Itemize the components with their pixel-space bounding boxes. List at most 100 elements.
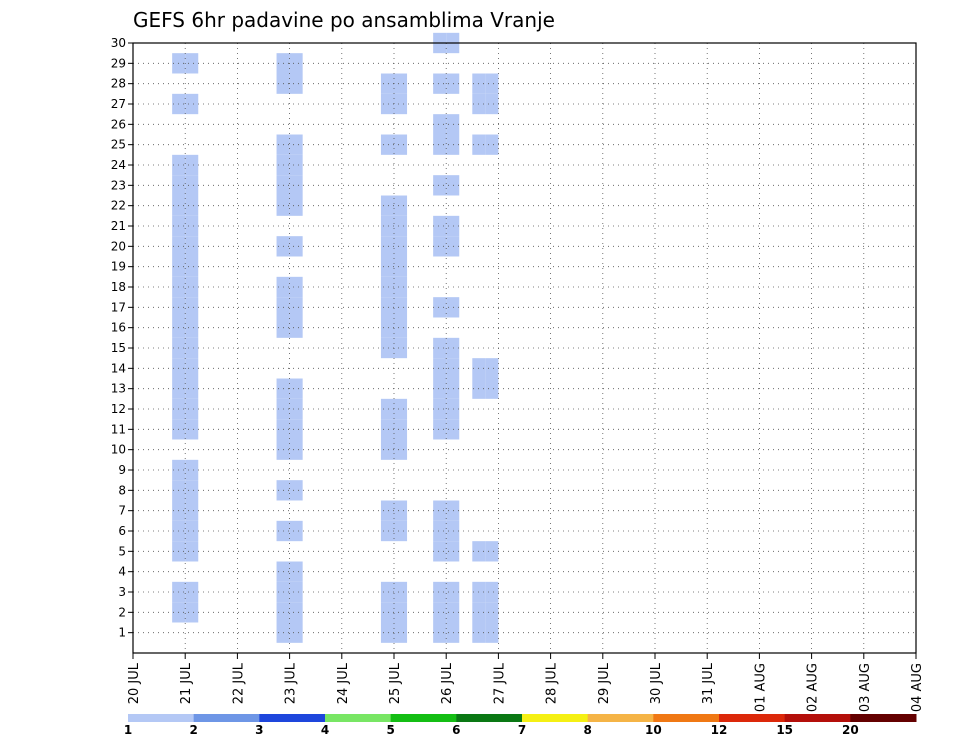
x-tick-label: 25 JUL: [388, 662, 403, 704]
heatmap-cell: [380, 439, 394, 460]
x-tick-label: 03 AUG: [858, 663, 873, 712]
heatmap-cell: [289, 154, 303, 176]
heatmap-cell: [394, 256, 408, 277]
heatmap-cell: [394, 337, 408, 359]
heatmap-cell: [446, 73, 460, 94]
heatmap-cell: [185, 297, 199, 318]
heatmap-cell: [185, 175, 199, 196]
heatmap-cell: [446, 622, 460, 643]
heatmap-cell: [485, 73, 499, 94]
heatmap-cell: [394, 581, 408, 603]
legend-level-label: 1: [124, 723, 132, 737]
heatmap-cell: [433, 622, 447, 643]
x-tick-label: 30 JUL: [649, 662, 664, 704]
heatmap-cell: [289, 581, 303, 603]
heatmap-cell: [185, 520, 199, 542]
x-tick-label: 28 JUL: [545, 662, 560, 704]
y-axis-ticks: 1234567891011121314151617181920212223242…: [111, 36, 133, 640]
y-tick-label: 27: [111, 97, 126, 111]
legend-level-label: 7: [518, 723, 526, 737]
heatmap-cell: [185, 581, 199, 603]
y-tick-label: 24: [111, 158, 126, 172]
x-tick-label: 31 JUL: [701, 662, 716, 704]
heatmap-cell: [446, 500, 460, 521]
heatmap-cell: [380, 134, 394, 155]
heatmap-cell: [380, 500, 394, 521]
heatmap-cell: [433, 378, 447, 399]
heatmap-cell: [185, 256, 199, 277]
heatmap-cell: [485, 622, 499, 643]
heatmap-cell: [394, 134, 408, 155]
heatmap-cell: [394, 398, 408, 420]
x-tick-label: 23 JUL: [284, 662, 299, 704]
legend-swatch: [784, 714, 851, 722]
heatmap-cell: [380, 215, 394, 237]
heatmap-cell: [380, 73, 394, 94]
legend-swatch: [193, 714, 260, 722]
heatmap-cell: [380, 317, 394, 338]
heatmap-cell: [446, 520, 460, 542]
y-tick-label: 25: [111, 138, 126, 152]
heatmap-cell: [446, 358, 460, 379]
y-tick-label: 6: [118, 524, 126, 538]
heatmap-cell: [289, 276, 303, 298]
heatmap-cell: [185, 459, 199, 481]
y-tick-label: 8: [118, 483, 126, 497]
heatmap-cell: [289, 378, 303, 399]
y-tick-label: 4: [118, 565, 126, 579]
legend-swatch: [325, 714, 392, 722]
y-tick-label: 11: [111, 422, 126, 436]
heatmap-cell: [433, 114, 447, 135]
heatmap-cell: [394, 439, 408, 460]
heatmap-cell: [380, 398, 394, 420]
heatmap-cell: [185, 541, 199, 562]
heatmap-cell: [446, 419, 460, 440]
heatmap-cell: [446, 378, 460, 399]
heatmap-cell: [394, 500, 408, 521]
heatmap-cell: [289, 602, 303, 623]
heatmap-cell: [446, 215, 460, 237]
x-tick-label: 27 JUL: [492, 662, 507, 704]
y-tick-label: 14: [111, 361, 126, 375]
legend-level-label: 10: [645, 723, 662, 737]
heatmap-cell: [433, 500, 447, 521]
heatmap-cell: [433, 541, 447, 562]
heatmap-cell: [446, 175, 460, 196]
legend-level-label: 20: [842, 723, 859, 737]
heatmap-cell: [289, 195, 303, 216]
y-tick-label: 21: [111, 219, 126, 233]
y-tick-label: 12: [111, 402, 126, 416]
heatmap-cell: [394, 236, 408, 257]
heatmap-cell: [394, 317, 408, 338]
heatmap-cell: [446, 236, 460, 257]
heatmap-cell: [289, 317, 303, 338]
heatmap-cell: [289, 73, 303, 94]
heatmap-cell: [380, 297, 394, 318]
y-tick-label: 15: [111, 341, 126, 355]
heatmap-cell: [446, 602, 460, 623]
x-tick-label: 29 JUL: [597, 662, 612, 704]
heatmap-cell: [394, 93, 408, 115]
heatmap-cell: [289, 520, 303, 542]
heatmap-cell: [185, 276, 199, 298]
heatmap-cell: [394, 419, 408, 440]
heatmap-cell: [289, 419, 303, 440]
x-tick-label: 24 JUL: [336, 662, 351, 704]
y-tick-label: 23: [111, 178, 126, 192]
heatmap-cell: [446, 398, 460, 420]
heatmap-cell: [433, 520, 447, 542]
heatmap-cell: [433, 297, 447, 318]
grid-lines: [132, 42, 917, 653]
heatmap-cell: [289, 622, 303, 643]
heatmap-cell: [394, 215, 408, 237]
heatmap-cell: [433, 602, 447, 623]
y-tick-label: 20: [111, 239, 126, 253]
legend-swatch: [653, 714, 720, 722]
x-tick-label: 02 AUG: [806, 663, 821, 712]
x-tick-label: 04 AUG: [910, 663, 925, 712]
heatmap-cell: [433, 581, 447, 603]
y-tick-label: 22: [111, 199, 126, 213]
heatmap-cell: [394, 73, 408, 94]
heatmap-cell: [446, 297, 460, 318]
